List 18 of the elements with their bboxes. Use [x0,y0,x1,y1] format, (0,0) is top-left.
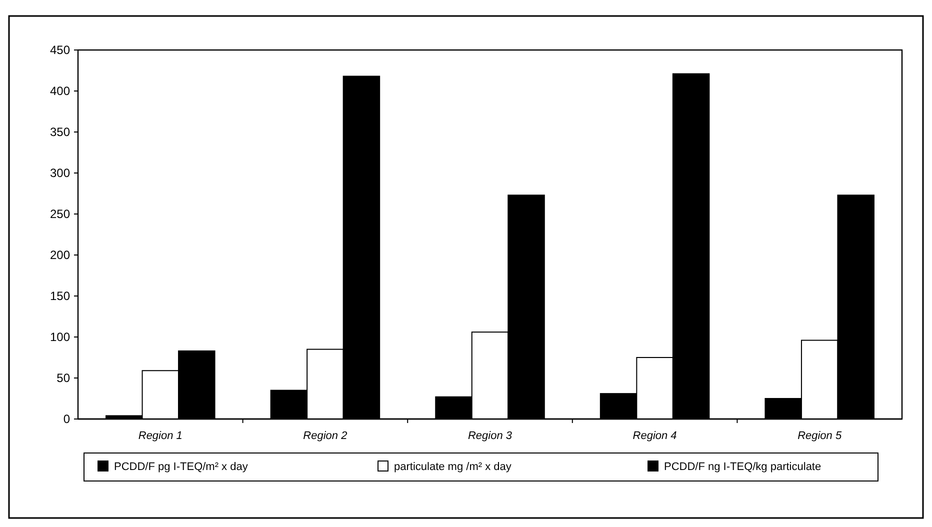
y-tick-label: 150 [50,289,70,304]
legend-label: PCDD/F ng I-TEQ/kg particulate [664,461,822,473]
x-tick-label: Region 2 [303,430,348,442]
y-tick-label: 400 [50,84,70,98]
y-tick-label: 450 [50,43,70,58]
x-tick-label: Region 5 [798,430,842,442]
y-tick-label: 50 [56,371,70,386]
legend-label: particulate mg /m² x day [394,461,512,473]
y-tick-label: 200 [50,248,70,262]
x-tick-label: Region 4 [632,430,677,442]
y-tick-label: 300 [50,166,70,180]
y-tick-label: 350 [50,125,70,140]
x-tick-label: Region 3 [468,430,513,442]
legend-label: PCDD/F pg I-TEQ/m² x day [114,461,248,473]
x-tick-label: Region 1 [138,430,182,442]
y-tick-label: 0 [63,412,70,426]
y-tick-label: 250 [50,207,70,222]
y-tick-label: 100 [50,330,70,344]
